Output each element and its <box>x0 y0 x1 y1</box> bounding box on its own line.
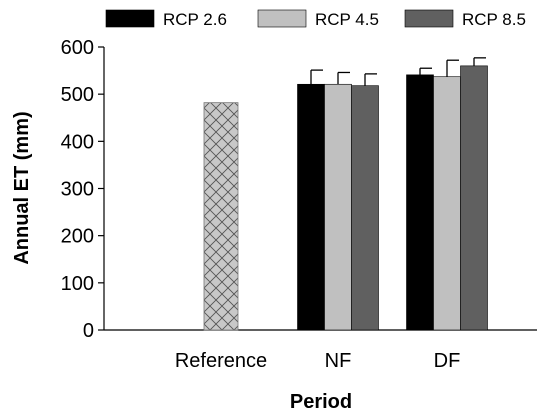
legend-label: RCP 2.6 <box>163 10 227 29</box>
x-tick-label: NF <box>325 350 352 372</box>
x-axis-title: Period <box>290 391 352 413</box>
x-tick-label: Reference <box>175 350 267 372</box>
y-tick-label: 0 <box>83 320 94 342</box>
y-tick-label: 300 <box>61 179 94 201</box>
y-tick-label: 400 <box>61 131 94 153</box>
bar-nf-series-0 <box>297 83 325 331</box>
bar-df-series-0 <box>406 74 434 331</box>
bar-df-series-1 <box>433 76 461 331</box>
legend-label: RCP 4.5 <box>315 10 379 29</box>
bars <box>203 65 488 331</box>
bar-nf-series-1 <box>324 83 352 331</box>
y-tick-label: 200 <box>61 226 94 248</box>
axes: 0 100 200 300 400 500 600 Reference NF DF <box>61 37 537 372</box>
bar-nf-series-2 <box>351 85 379 331</box>
y-axis-title: Annual ET (mm) <box>11 111 33 264</box>
bar-df-series-2 <box>460 65 488 331</box>
legend: RCP 2.6 RCP 4.5 RCP 8.5 <box>105 9 526 29</box>
y-tick-label: 600 <box>61 37 94 59</box>
legend-swatch <box>257 9 307 28</box>
y-tick-label: 500 <box>61 84 94 106</box>
legend-swatch <box>105 9 155 28</box>
error-bars <box>310 57 486 86</box>
bar-reference <box>203 102 239 331</box>
x-tick-label: DF <box>434 350 461 372</box>
legend-swatch <box>404 9 454 28</box>
y-tick-label: 100 <box>61 273 94 295</box>
legend-label: RCP 8.5 <box>462 10 526 29</box>
